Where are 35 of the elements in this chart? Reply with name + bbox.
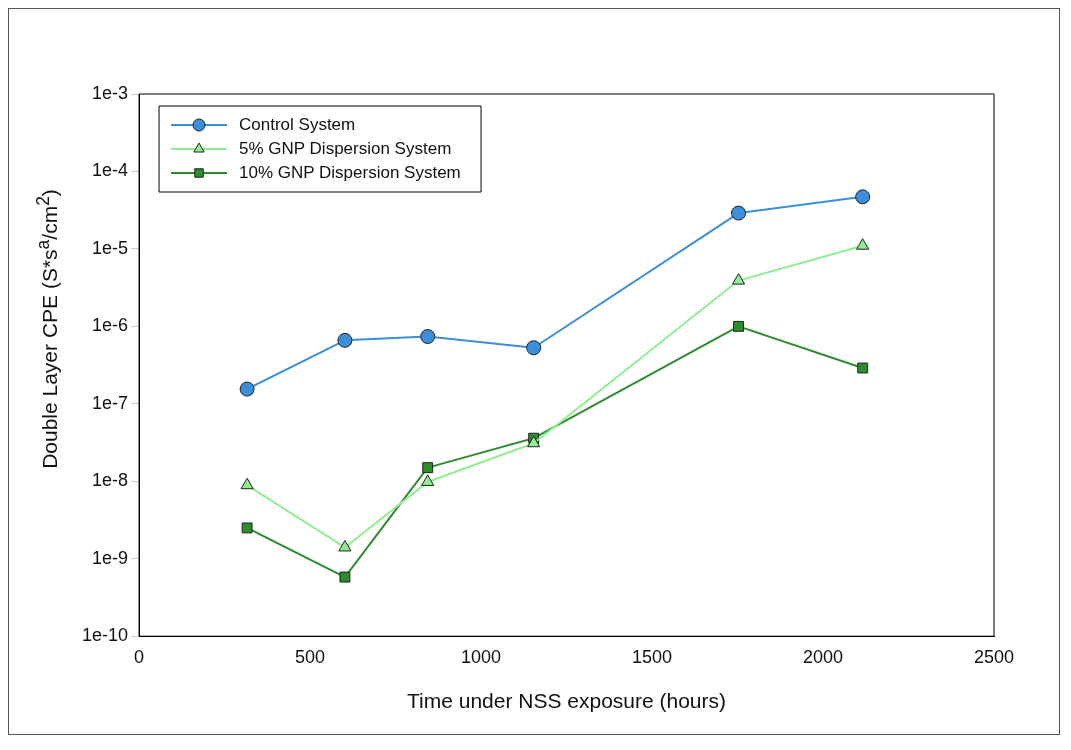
y-tick-label: 1e-7	[92, 392, 129, 413]
legend-label: Control System	[239, 114, 356, 134]
point	[857, 362, 869, 374]
point	[731, 273, 746, 285]
x-tick-label: 0	[134, 646, 145, 667]
y-tick-label: 1e-4	[92, 160, 129, 181]
x-axis-title: Time under NSS exposure (hours)	[407, 689, 727, 713]
x-tick-label: 500	[295, 646, 326, 667]
legend-label: 5% GNP Dispersion System	[239, 138, 452, 158]
point	[337, 332, 353, 348]
point	[855, 189, 871, 205]
point	[239, 381, 255, 397]
point	[420, 329, 436, 344]
point	[527, 435, 541, 448]
point	[338, 539, 352, 552]
point	[421, 474, 435, 486]
point	[731, 205, 747, 221]
legend-label: 10% GNP Dispersion System	[239, 162, 461, 182]
point	[733, 320, 744, 332]
y-tick-label: 1e-3	[92, 82, 129, 103]
x-tick-label: 2000	[802, 646, 844, 667]
point	[240, 477, 254, 490]
y-tick-label: 1e-10	[81, 625, 129, 646]
point	[422, 462, 434, 474]
y-tick-label: 1e-9	[92, 547, 129, 568]
y-tick-label: 1e-5	[92, 237, 129, 258]
point	[856, 238, 870, 250]
x-tick-label: 1500	[631, 646, 673, 667]
y-tick-label: 1e-6	[92, 315, 129, 336]
x-tick-label: 1000	[461, 646, 502, 667]
point	[526, 340, 542, 356]
y-tick-label: 1e-8	[92, 470, 129, 491]
point	[339, 571, 351, 583]
x-tick-label: 2500	[973, 646, 1015, 667]
point	[241, 522, 253, 534]
